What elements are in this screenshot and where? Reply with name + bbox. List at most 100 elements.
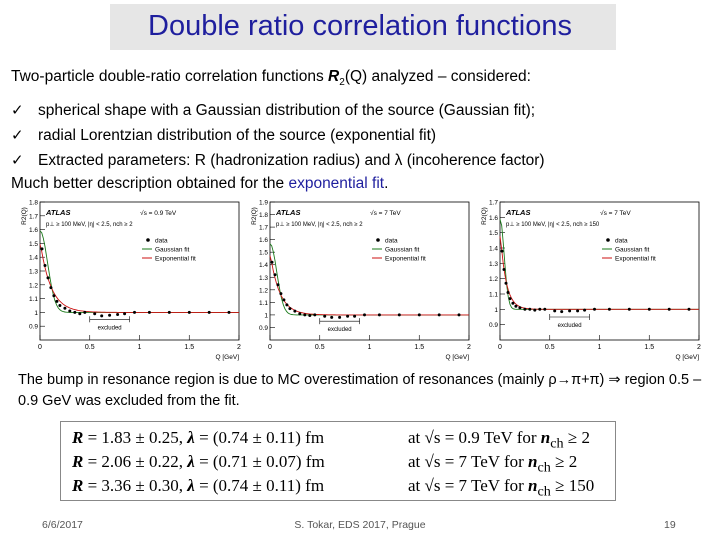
y-tick-label: 1.1: [29, 296, 38, 303]
data-point: [518, 306, 522, 310]
data-point: [553, 309, 557, 313]
data-point: [78, 312, 82, 316]
result-condition-text: at √s = 0.9 TeV for: [408, 428, 541, 447]
data-point: [593, 307, 596, 311]
data-point: [437, 313, 441, 317]
legend-gauss: Gaussian fit: [155, 247, 190, 254]
data-point: [43, 264, 47, 267]
nch-sub: ch: [537, 459, 551, 476]
x-tick-label: 0: [38, 344, 42, 351]
data-point: [523, 307, 527, 311]
bump-note: The bump in resonance region is due to M…: [18, 372, 702, 409]
data-point: [116, 313, 120, 316]
data-point: [147, 310, 151, 314]
data-point: [227, 310, 231, 314]
energy-label: √s = 7 TeV: [370, 209, 401, 217]
data-point: [330, 315, 334, 319]
legend-data-marker: [376, 238, 380, 242]
result-line-1: R = 1.83 ± 0.25, λ = (0.74 ± 0.11) fm at…: [72, 428, 590, 451]
y-tick-label: 1.1: [489, 292, 498, 299]
data-point: [568, 309, 572, 313]
exponential-fit-line: [499, 236, 699, 310]
nch-cut: ≥ 150: [550, 476, 595, 495]
energy-label: √s = 7 TeV: [600, 209, 631, 217]
slide-title: Double ratio correlation functions: [148, 10, 572, 42]
data-point: [40, 247, 44, 251]
data-point: [273, 273, 277, 277]
y-tick-label: 1.6: [489, 215, 498, 222]
data-point: [207, 310, 211, 314]
data-point: [576, 309, 580, 313]
data-point: [338, 315, 342, 319]
conclusion-line: Much better description obtained for the…: [11, 175, 388, 193]
data-point: [270, 260, 274, 264]
result-r-value: = 2.06 ± 0.22,: [83, 452, 188, 471]
atlas-label: ATLAS: [275, 208, 300, 217]
checkmark-icon: ✓: [11, 102, 24, 119]
data-point: [187, 310, 191, 314]
data-point: [647, 307, 651, 311]
bullet-item: ✓ spherical shape with a Gaussian distrib…: [11, 98, 545, 123]
result-condition: at √s = 7 TeV for nch ≥ 2: [408, 452, 577, 476]
energy-label: √s = 0.9 TeV: [140, 209, 177, 217]
x-tick-label: 0.5: [85, 344, 95, 351]
result-condition: at √s = 7 TeV for nch ≥ 150: [408, 476, 594, 500]
data-point: [538, 307, 542, 311]
data-point: [46, 276, 50, 280]
y-axis-label: R2(Q): [251, 207, 258, 225]
x-tick-label: 2: [237, 344, 241, 351]
bullet-item: ✓ Extracted parameters: R (hadronization …: [11, 148, 545, 173]
data-point: [83, 310, 87, 314]
better-text: Much better description obtained for the: [11, 175, 289, 192]
data-point: [133, 310, 136, 314]
data-point: [323, 314, 327, 318]
legend-data: data: [615, 238, 628, 245]
title-band: [110, 4, 616, 50]
y-tick-label: 1.3: [489, 261, 498, 268]
exponential-fit-line: [39, 244, 239, 313]
footer-center: S. Tokar, EDS 2017, Prague: [294, 519, 426, 531]
data-point: [276, 283, 280, 287]
data-point: [397, 313, 401, 317]
exponential-fit-line: [269, 255, 469, 316]
nch-sub: ch: [537, 483, 551, 500]
legend-gauss: Gaussian fit: [615, 247, 650, 254]
legend-expo: Exponential fit: [385, 256, 426, 263]
x-tick-label: 0.5: [315, 344, 325, 351]
y-tick-label: 1: [264, 312, 268, 319]
intro-sub: 2: [339, 77, 345, 89]
data-point: [313, 313, 317, 317]
data-point: [500, 249, 504, 253]
legend-data-marker: [606, 238, 610, 242]
intro-line: Two-particle double-ratio correlation fu…: [11, 68, 531, 88]
y-tick-label: 1.4: [29, 255, 38, 262]
y-tick-label: 1.2: [29, 282, 38, 289]
x-tick-label: 1.5: [414, 344, 424, 351]
intro-after: (Q) analyzed – considered:: [344, 68, 531, 85]
legend-expo: Exponential fit: [615, 256, 656, 263]
y-tick-label: 1.2: [259, 287, 268, 294]
y-tick-label: 1.2: [489, 276, 498, 283]
plot-frame: [269, 201, 470, 341]
data-point: [285, 303, 289, 307]
excluded-label: excluded: [558, 323, 582, 329]
y-tick-label: 1.1: [259, 300, 268, 307]
data-point: [63, 306, 67, 310]
chart-panel-3: 0.9 1 1.1 1.2 1.3 1.4 1.5 1.6 1.7 0 0.5 1 1.5 2 Q [GeV…: [481, 200, 701, 362]
result-r-symbol: R: [72, 428, 84, 447]
data-point: [687, 307, 691, 311]
plot-frame: [499, 201, 700, 341]
y-tick-label: 1.4: [489, 246, 498, 253]
legend-data: data: [155, 238, 168, 245]
nch-symbol: n: [528, 476, 538, 495]
data-point: [279, 292, 283, 296]
x-tick-label: 1: [368, 344, 372, 351]
footer-date: 6/6/2017: [42, 519, 83, 531]
data-point: [607, 307, 611, 311]
result-r-value: = 1.83 ± 0.25,: [83, 428, 188, 447]
y-tick-label: 1.6: [259, 237, 268, 244]
data-point: [167, 310, 171, 314]
data-point: [303, 313, 307, 317]
x-axis-label: Q [GeV]: [676, 354, 700, 361]
data-point: [583, 308, 587, 312]
